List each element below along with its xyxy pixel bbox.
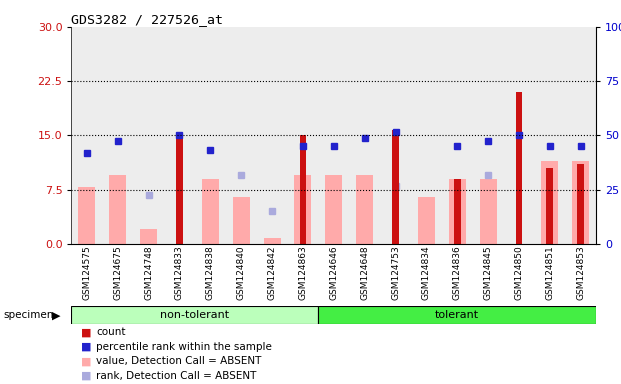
Text: non-tolerant: non-tolerant (160, 310, 229, 320)
Text: GSM124840: GSM124840 (237, 245, 246, 300)
Bar (195, 27, 226, 244)
Bar (78, 187, 96, 244)
Bar (325, 175, 342, 244)
Text: ■: ■ (81, 342, 91, 352)
Bar (226, 27, 256, 244)
Bar (392, 129, 399, 244)
Text: ▶: ▶ (52, 310, 60, 320)
Bar (133, 27, 164, 244)
Bar (578, 164, 584, 244)
Bar (349, 27, 380, 244)
Text: GSM124748: GSM124748 (144, 245, 153, 300)
Bar (202, 179, 219, 244)
Bar (71, 306, 319, 324)
Text: GSM124838: GSM124838 (206, 245, 215, 300)
Text: GSM124845: GSM124845 (484, 245, 492, 300)
Text: GSM124753: GSM124753 (391, 245, 400, 300)
Text: GSM124648: GSM124648 (360, 245, 369, 300)
Bar (263, 238, 281, 244)
Text: tolerant: tolerant (435, 310, 479, 320)
Bar (504, 27, 535, 244)
Text: GSM124850: GSM124850 (514, 245, 524, 300)
Text: value, Detection Call = ABSENT: value, Detection Call = ABSENT (96, 356, 261, 366)
Bar (454, 179, 461, 244)
Bar (176, 135, 183, 244)
Bar (542, 161, 558, 244)
Bar (418, 197, 435, 244)
Bar (109, 175, 126, 244)
Text: GSM124842: GSM124842 (268, 245, 276, 300)
Bar (288, 27, 319, 244)
Text: ■: ■ (81, 327, 91, 337)
Bar (565, 27, 596, 244)
Bar (411, 27, 442, 244)
Text: percentile rank within the sample: percentile rank within the sample (96, 342, 272, 352)
Text: GSM124853: GSM124853 (576, 245, 585, 300)
Text: GSM124863: GSM124863 (299, 245, 307, 300)
Text: GSM124675: GSM124675 (113, 245, 122, 300)
Text: GSM124575: GSM124575 (83, 245, 91, 300)
Text: GSM124833: GSM124833 (175, 245, 184, 300)
Text: rank, Detection Call = ABSENT: rank, Detection Call = ABSENT (96, 371, 256, 381)
Bar (535, 27, 565, 244)
Bar (256, 27, 288, 244)
Bar (449, 179, 466, 244)
Text: ■: ■ (81, 371, 91, 381)
Bar (479, 179, 497, 244)
Bar (299, 136, 306, 244)
Bar (71, 27, 102, 244)
Bar (515, 92, 522, 244)
Bar (102, 27, 133, 244)
Bar (140, 229, 157, 244)
Bar (356, 175, 373, 244)
Bar (572, 161, 589, 244)
Text: GSM124646: GSM124646 (329, 245, 338, 300)
Bar (319, 306, 596, 324)
Text: specimen: specimen (3, 310, 53, 320)
Bar (473, 27, 504, 244)
Bar (546, 168, 553, 244)
Text: GSM124851: GSM124851 (545, 245, 555, 300)
Bar (380, 27, 411, 244)
Text: count: count (96, 327, 126, 337)
Bar (319, 27, 349, 244)
Bar (233, 197, 250, 244)
Text: GSM124836: GSM124836 (453, 245, 462, 300)
Bar (294, 175, 311, 244)
Text: ■: ■ (81, 356, 91, 366)
Bar (164, 27, 195, 244)
Text: GDS3282 / 227526_at: GDS3282 / 227526_at (71, 13, 224, 26)
Bar (442, 27, 473, 244)
Text: GSM124834: GSM124834 (422, 245, 431, 300)
